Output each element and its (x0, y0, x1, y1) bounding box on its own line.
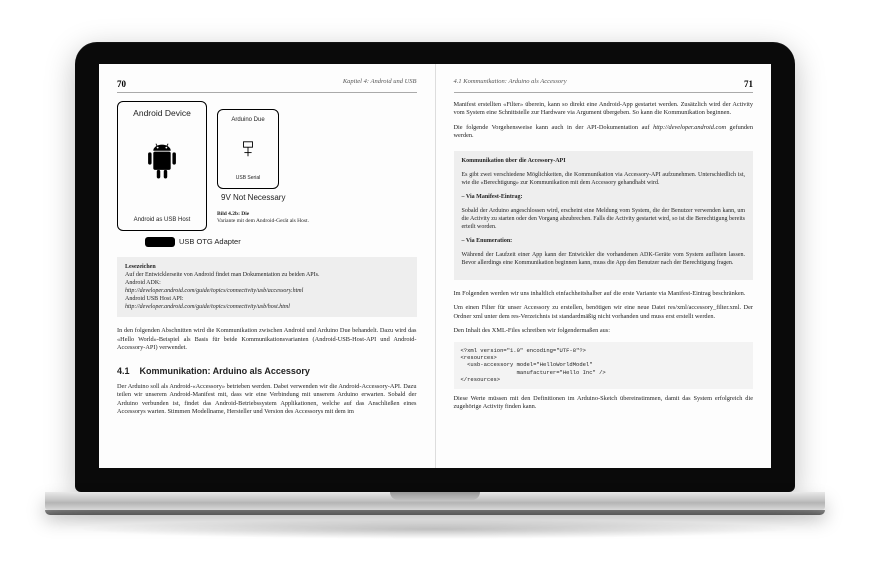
caption-bold: Bild 4.2b: Die (217, 211, 309, 218)
drop-shadow (75, 519, 795, 539)
otg-shape (145, 237, 175, 247)
body-paragraph: Den Inhalt des XML-Files schreiben wir f… (454, 327, 754, 336)
caption-text: Variante mit dem Android-Gerät als Host. (217, 218, 309, 225)
running-head-left: 70 Kapitel 4: Android und USB (117, 78, 417, 93)
page-number: 70 (117, 78, 126, 90)
text: Die folgende Vorgehensweise kann auch in… (454, 124, 654, 131)
arduino-column: Arduino Due USB Serial 9V Not Necessary … (217, 101, 309, 225)
figure-caption: Bild 4.2b: Die Variante mit dem Android-… (217, 207, 309, 224)
laptop-foot (45, 510, 825, 515)
android-title: Android Device (133, 108, 191, 119)
book-spread: 70 Kapitel 4: Android und USB Android De… (99, 64, 771, 468)
api-url: http://developer.android.com (653, 124, 726, 131)
nine-volt-label: 9V Not Necessary (221, 193, 285, 204)
trackpad-notch (390, 492, 480, 500)
box-title: Kommunikation über die Accessory-API (462, 157, 746, 165)
body-paragraph: Diese Werte müssen mit den Definitionen … (454, 395, 754, 412)
body-paragraph: Manifest erstellten «Filter» überein, ka… (454, 101, 754, 118)
otg-adapter: USB OTG Adapter (145, 237, 417, 247)
running-head-right: 4.1 Kommunikation: Arduino als Accessory… (454, 78, 754, 93)
enumeration-heading: – Via Enumeration: (462, 237, 746, 245)
page-right: 4.1 Kommunikation: Arduino als Accessory… (436, 64, 772, 468)
android-robot-icon (140, 142, 184, 192)
body-paragraph: Im Folgenden werden wir uns inhaltlich e… (454, 290, 754, 299)
box-paragraph: Während der Laufzeit einer App kann der … (462, 251, 746, 267)
page-number: 71 (744, 78, 753, 90)
manifest-heading: – Via Manifest-Eintrag: (462, 193, 746, 201)
bookmark-title: Lesezeichen (125, 263, 409, 271)
section-running: 4.1 Kommunikation: Arduino als Accessory (454, 78, 567, 90)
body-paragraph: In den folgenden Abschnitten wird die Ko… (117, 327, 417, 353)
page-left: 70 Kapitel 4: Android und USB Android De… (99, 64, 436, 468)
body-paragraph: Die folgende Vorgehensweise kann auch in… (454, 124, 754, 141)
otg-label: USB OTG Adapter (179, 238, 241, 246)
body-paragraph: Der Arduino soll als Android-«Accessory»… (117, 383, 417, 417)
box-paragraph: Es gibt zwei verschiedene Möglichkeiten,… (462, 171, 746, 187)
host-label: Android USB Host API: (125, 295, 409, 303)
laptop-hinge (45, 492, 825, 510)
chapter-title: Kapitel 4: Android und USB (343, 78, 417, 90)
android-subtitle: Android as USB Host (134, 216, 191, 224)
section-number: 4.1 (117, 365, 130, 377)
laptop-mockup: 70 Kapitel 4: Android und USB Android De… (75, 42, 795, 539)
android-device-box: Android Device (117, 101, 207, 231)
arduino-box: Arduino Due USB Serial (217, 109, 279, 189)
section-heading: 4.1 Kommunikation: Arduino als Accessory (117, 365, 417, 377)
connection-diagram: Android Device (117, 101, 417, 231)
arduino-title: Arduino Due (231, 116, 264, 124)
usb-serial-label: USB Serial (236, 175, 260, 182)
adk-label: Android ADK: (125, 279, 409, 287)
accessory-api-box: Kommunikation über die Accessory-API Es … (454, 151, 754, 280)
adk-url: http://developer.android.com/guide/topic… (125, 287, 409, 295)
section-title: Kommunikation: Arduino als Accessory (140, 365, 310, 377)
xml-code-block: <?xml version="1.0" encoding="UTF-8"?> <… (454, 342, 754, 389)
bookmark-box: Lesezeichen Auf der Entwicklerseite von … (117, 257, 417, 318)
screen-bezel: 70 Kapitel 4: Android und USB Android De… (75, 42, 795, 492)
box-paragraph: Sobald der Arduino angeschlossen wird, e… (462, 207, 746, 231)
bookmark-line: Auf der Entwicklerseite von Android find… (125, 271, 409, 279)
body-paragraph: Um einen Filter für unser Accessory zu e… (454, 304, 754, 321)
usb-port-icon (239, 140, 257, 158)
host-url: http://developer.android.com/guide/topic… (125, 303, 409, 311)
